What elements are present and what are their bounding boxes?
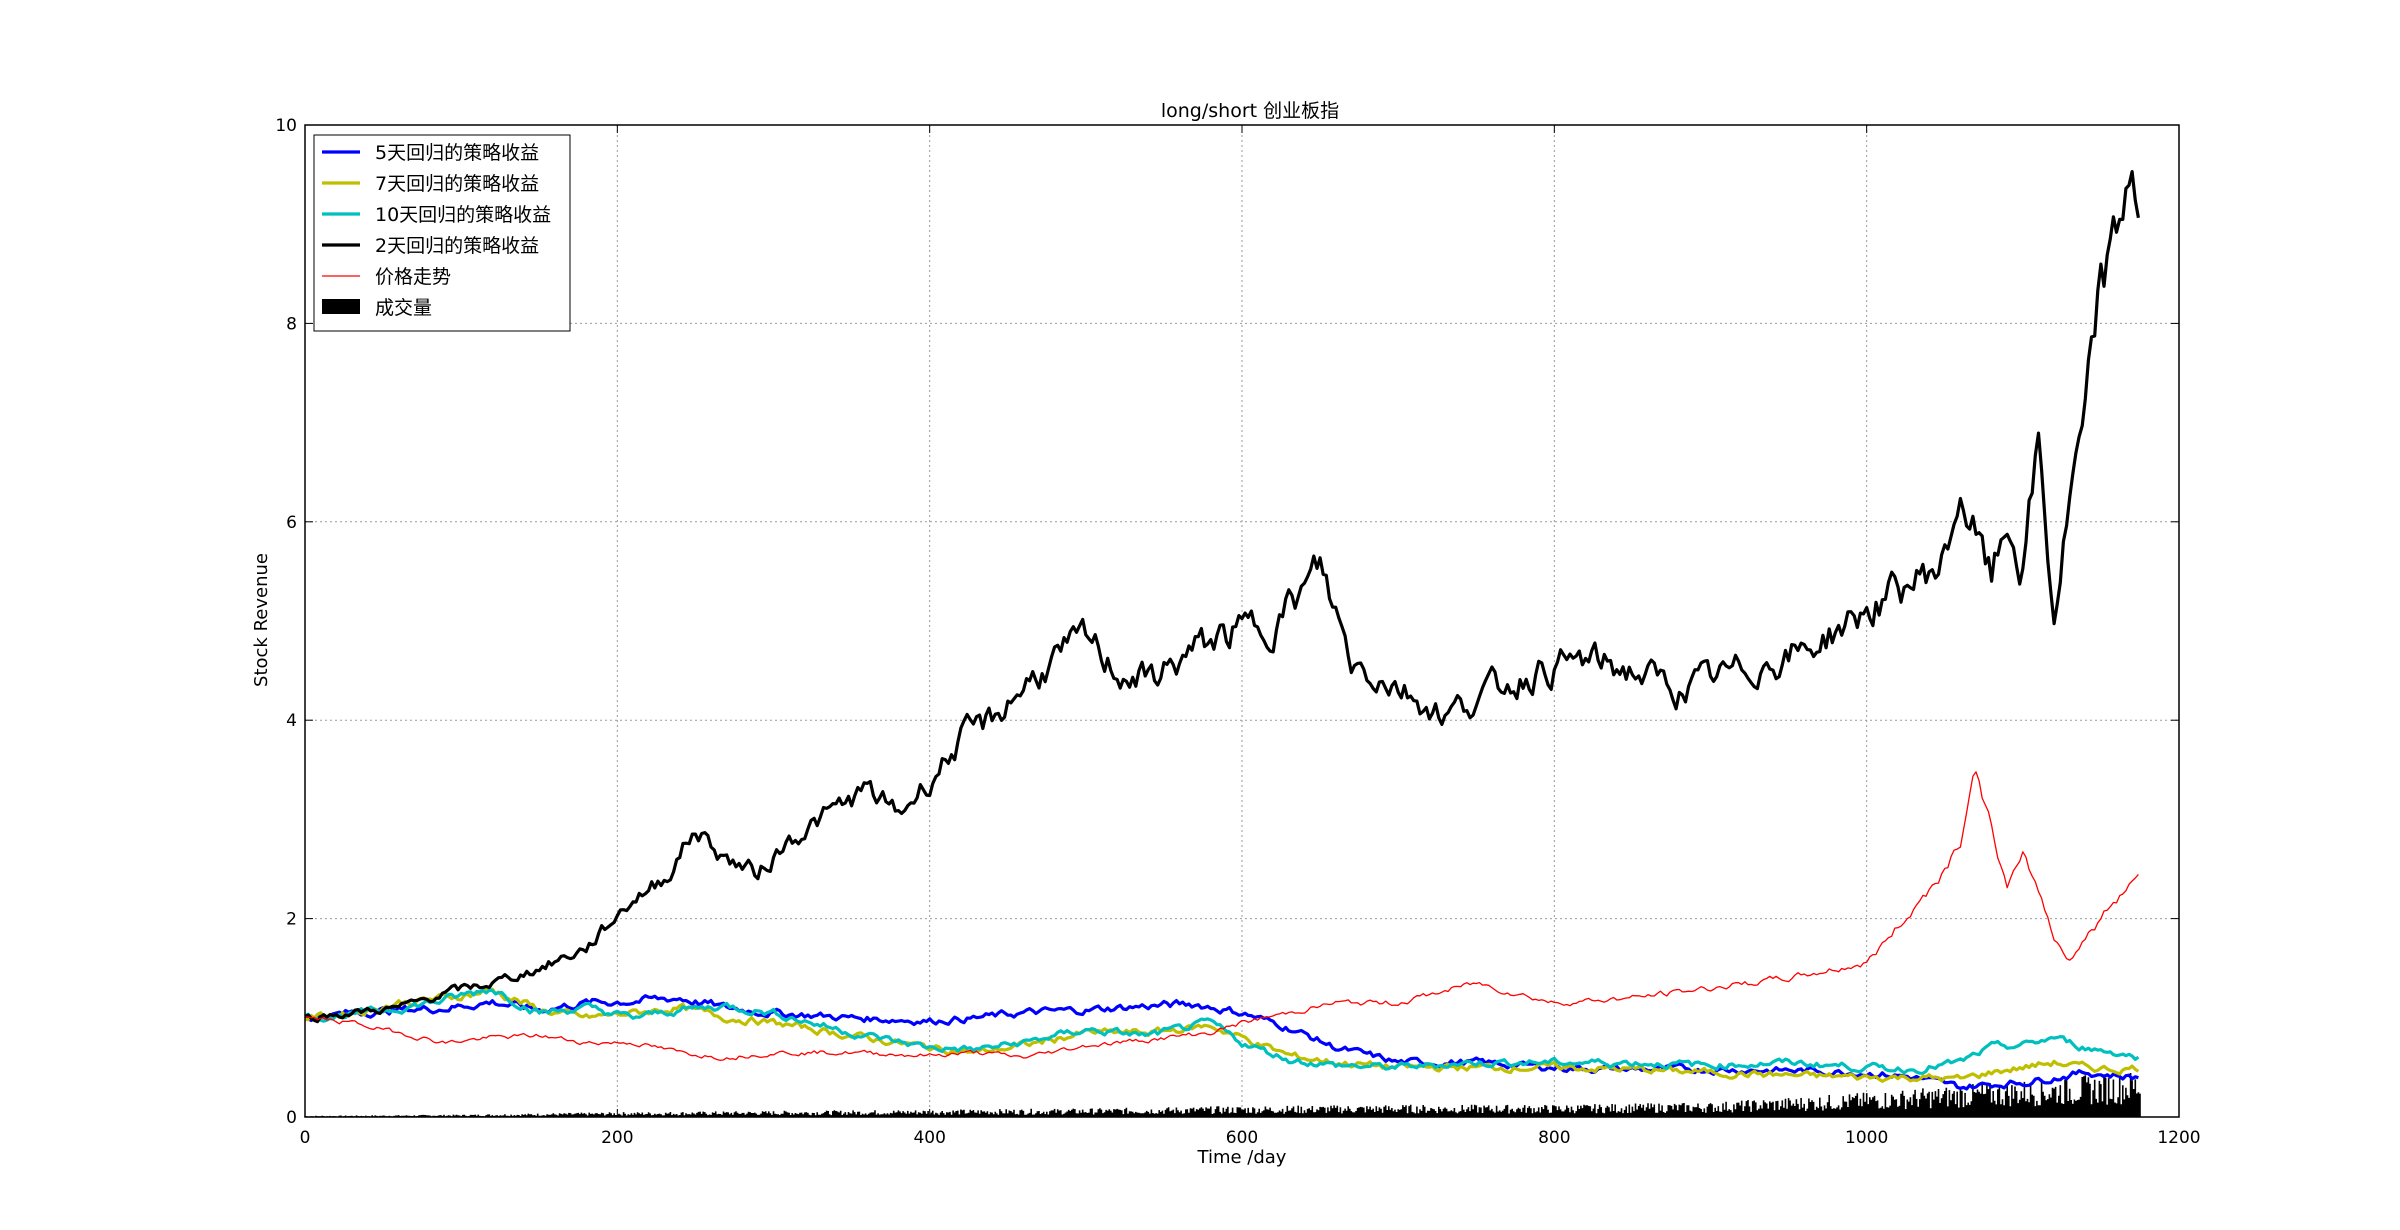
x-tick-label: 400 bbox=[913, 1128, 945, 1148]
legend-label: 成交量 bbox=[375, 297, 432, 319]
legend-label: 2天回归的策略收益 bbox=[375, 235, 539, 257]
y-ticks: 0 2 4 6 8 10 bbox=[275, 116, 2179, 1128]
legend: 5天回归的策略收益 7天回归的策略收益 10天回归的策略收益 2天回归的策略收益价格走… bbox=[313, 134, 571, 332]
x-tick-label: 1000 bbox=[1845, 1128, 1888, 1148]
legend-swatch bbox=[322, 299, 360, 314]
y-tick-label: 8 bbox=[286, 314, 297, 334]
y-tick-label: 0 bbox=[286, 1108, 297, 1128]
x-ticks: 0 200 400 600 800 1000 1200 bbox=[300, 125, 2201, 1148]
series-lines bbox=[304, 170, 2140, 1091]
y-tick-label: 4 bbox=[286, 711, 297, 731]
grid bbox=[305, 125, 2179, 1117]
series-line bbox=[304, 170, 2140, 1024]
x-tick-label: 600 bbox=[1226, 1128, 1258, 1148]
x-tick-label: 0 bbox=[300, 1128, 311, 1148]
y-tick-label: 10 bbox=[275, 116, 297, 136]
x-axis-label: Time /day bbox=[1197, 1147, 1287, 1168]
series-line bbox=[304, 994, 2139, 1091]
chart-title: long/short 创业板指 bbox=[1161, 100, 1339, 122]
x-tick-label: 800 bbox=[1538, 1128, 1570, 1148]
y-axis-label: Stock Revenue bbox=[251, 553, 272, 687]
y-tick-label: 6 bbox=[286, 513, 297, 533]
volume-bar bbox=[304, 1073, 2141, 1117]
x-tick-label: 1200 bbox=[2157, 1128, 2200, 1148]
legend-label: 5天回归的策略收益 bbox=[375, 142, 539, 164]
legend-label: 10天回归的策略收益 bbox=[375, 204, 551, 226]
series-line bbox=[304, 988, 2140, 1075]
legend-box bbox=[313, 134, 571, 332]
volume-bars bbox=[304, 1073, 2141, 1117]
legend-label: 价格走势 bbox=[375, 266, 451, 288]
x-tick-label: 200 bbox=[601, 1128, 633, 1148]
legend-label: 7天回归的策略收益 bbox=[375, 173, 539, 195]
series-line bbox=[305, 771, 2139, 1062]
y-tick-label: 2 bbox=[286, 910, 297, 930]
